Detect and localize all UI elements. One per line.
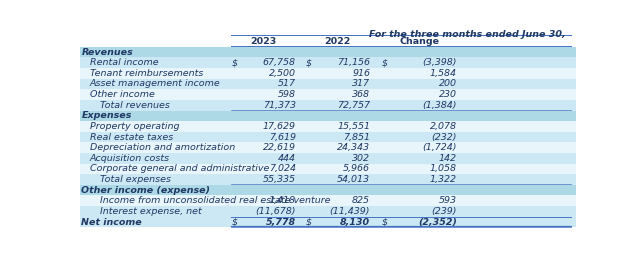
Text: Corporate general and administrative: Corporate general and administrative [90, 165, 269, 173]
Text: Real estate taxes: Real estate taxes [90, 133, 173, 141]
Text: 2,500: 2,500 [269, 69, 296, 78]
Bar [80, 153, 576, 164]
Bar [80, 206, 576, 217]
Text: 142: 142 [439, 154, 457, 163]
Text: $: $ [381, 58, 388, 67]
Text: 7,851: 7,851 [343, 133, 370, 141]
Text: 368: 368 [352, 90, 370, 99]
Bar [80, 164, 576, 174]
Text: (3,398): (3,398) [422, 58, 457, 67]
Text: (239): (239) [431, 207, 457, 216]
Text: (11,678): (11,678) [255, 207, 296, 216]
Text: 8,130: 8,130 [340, 217, 370, 227]
Text: 54,013: 54,013 [337, 175, 370, 184]
Text: Other income: Other income [90, 90, 155, 99]
Text: 1,322: 1,322 [430, 175, 457, 184]
Text: 55,335: 55,335 [263, 175, 296, 184]
Text: 2022: 2022 [324, 37, 351, 46]
Bar [80, 89, 576, 100]
Text: 517: 517 [278, 79, 296, 89]
Text: 1,058: 1,058 [430, 165, 457, 173]
Bar [80, 47, 576, 57]
Bar [80, 174, 576, 185]
Text: 593: 593 [439, 196, 457, 205]
Text: Other income (expense): Other income (expense) [81, 186, 211, 195]
Text: 71,156: 71,156 [337, 58, 370, 67]
Text: Net income: Net income [81, 217, 142, 227]
Text: (2,352): (2,352) [418, 217, 457, 227]
Text: 916: 916 [352, 69, 370, 78]
Text: 317: 317 [352, 79, 370, 89]
Text: Asset management income: Asset management income [90, 79, 221, 89]
Text: Acquisition costs: Acquisition costs [90, 154, 170, 163]
Text: (1,384): (1,384) [422, 101, 457, 110]
Text: 302: 302 [352, 154, 370, 163]
Text: 72,757: 72,757 [337, 101, 370, 110]
Text: Depreciation and amortization: Depreciation and amortization [90, 143, 235, 152]
Bar [80, 100, 576, 111]
Text: Change: Change [399, 37, 439, 46]
Bar [80, 185, 576, 195]
Bar [80, 79, 576, 89]
Text: $: $ [231, 58, 237, 67]
Text: 17,629: 17,629 [263, 122, 296, 131]
Bar [80, 121, 576, 132]
Bar [80, 132, 576, 143]
Text: 7,024: 7,024 [269, 165, 296, 173]
Text: 7,619: 7,619 [269, 133, 296, 141]
Text: Tenant reimbursements: Tenant reimbursements [90, 69, 204, 78]
Text: Revenues: Revenues [81, 48, 133, 57]
Bar [80, 57, 576, 68]
Text: 24,343: 24,343 [337, 143, 370, 152]
Text: 444: 444 [278, 154, 296, 163]
Text: (1,724): (1,724) [422, 143, 457, 152]
Text: 67,758: 67,758 [263, 58, 296, 67]
Text: Interest expense, net: Interest expense, net [100, 207, 202, 216]
Text: Rental income: Rental income [90, 58, 159, 67]
Text: 230: 230 [439, 90, 457, 99]
Text: Expenses: Expenses [81, 111, 132, 120]
Text: 200: 200 [439, 79, 457, 89]
Text: 2,078: 2,078 [430, 122, 457, 131]
Text: Property operating: Property operating [90, 122, 179, 131]
Bar [80, 143, 576, 153]
Text: 5,778: 5,778 [266, 217, 296, 227]
Text: $: $ [306, 58, 312, 67]
Text: (232): (232) [431, 133, 457, 141]
Text: 1,584: 1,584 [430, 69, 457, 78]
Text: $: $ [381, 217, 388, 227]
Text: (11,439): (11,439) [330, 207, 370, 216]
Bar [80, 195, 576, 206]
Text: 71,373: 71,373 [263, 101, 296, 110]
Bar [80, 111, 576, 121]
Text: Total revenues: Total revenues [100, 101, 170, 110]
Text: 5,966: 5,966 [343, 165, 370, 173]
Text: $: $ [231, 217, 237, 227]
Text: 1,418: 1,418 [269, 196, 296, 205]
Text: For the three months ended June 30,: For the three months ended June 30, [369, 30, 565, 39]
Text: 2023: 2023 [250, 37, 276, 46]
Text: Total expenses: Total expenses [100, 175, 171, 184]
Bar [80, 217, 576, 227]
Text: 598: 598 [278, 90, 296, 99]
Text: 22,619: 22,619 [263, 143, 296, 152]
Text: 825: 825 [352, 196, 370, 205]
Bar [80, 68, 576, 79]
Text: Income from unconsolidated real estate venture: Income from unconsolidated real estate v… [100, 196, 330, 205]
Text: $: $ [306, 217, 312, 227]
Text: 15,551: 15,551 [337, 122, 370, 131]
